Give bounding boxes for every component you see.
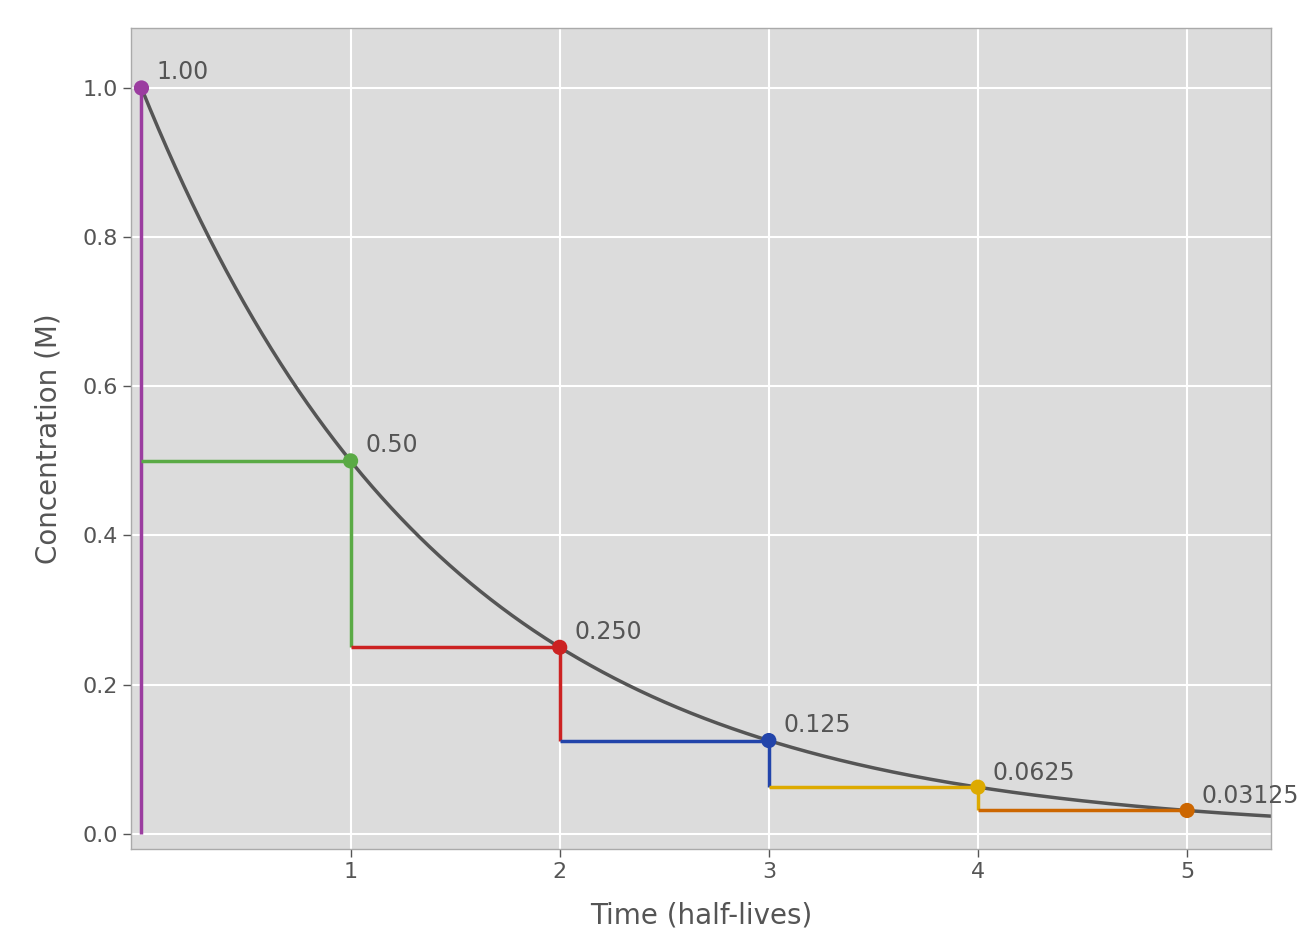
Point <box>131 80 152 95</box>
Text: 0.125: 0.125 <box>783 713 852 736</box>
Text: 1.00: 1.00 <box>156 60 208 84</box>
X-axis label: Time (half-lives): Time (half-lives) <box>590 902 812 930</box>
Text: 0.250: 0.250 <box>574 620 642 643</box>
Point <box>549 639 570 654</box>
Point <box>341 454 362 469</box>
Y-axis label: Concentration (M): Concentration (M) <box>35 313 63 564</box>
Text: 0.03125: 0.03125 <box>1201 785 1300 808</box>
Point <box>758 733 779 748</box>
Text: 0.0625: 0.0625 <box>993 761 1076 785</box>
Point <box>968 780 989 795</box>
Point <box>1176 802 1197 818</box>
Text: 0.50: 0.50 <box>365 433 418 457</box>
